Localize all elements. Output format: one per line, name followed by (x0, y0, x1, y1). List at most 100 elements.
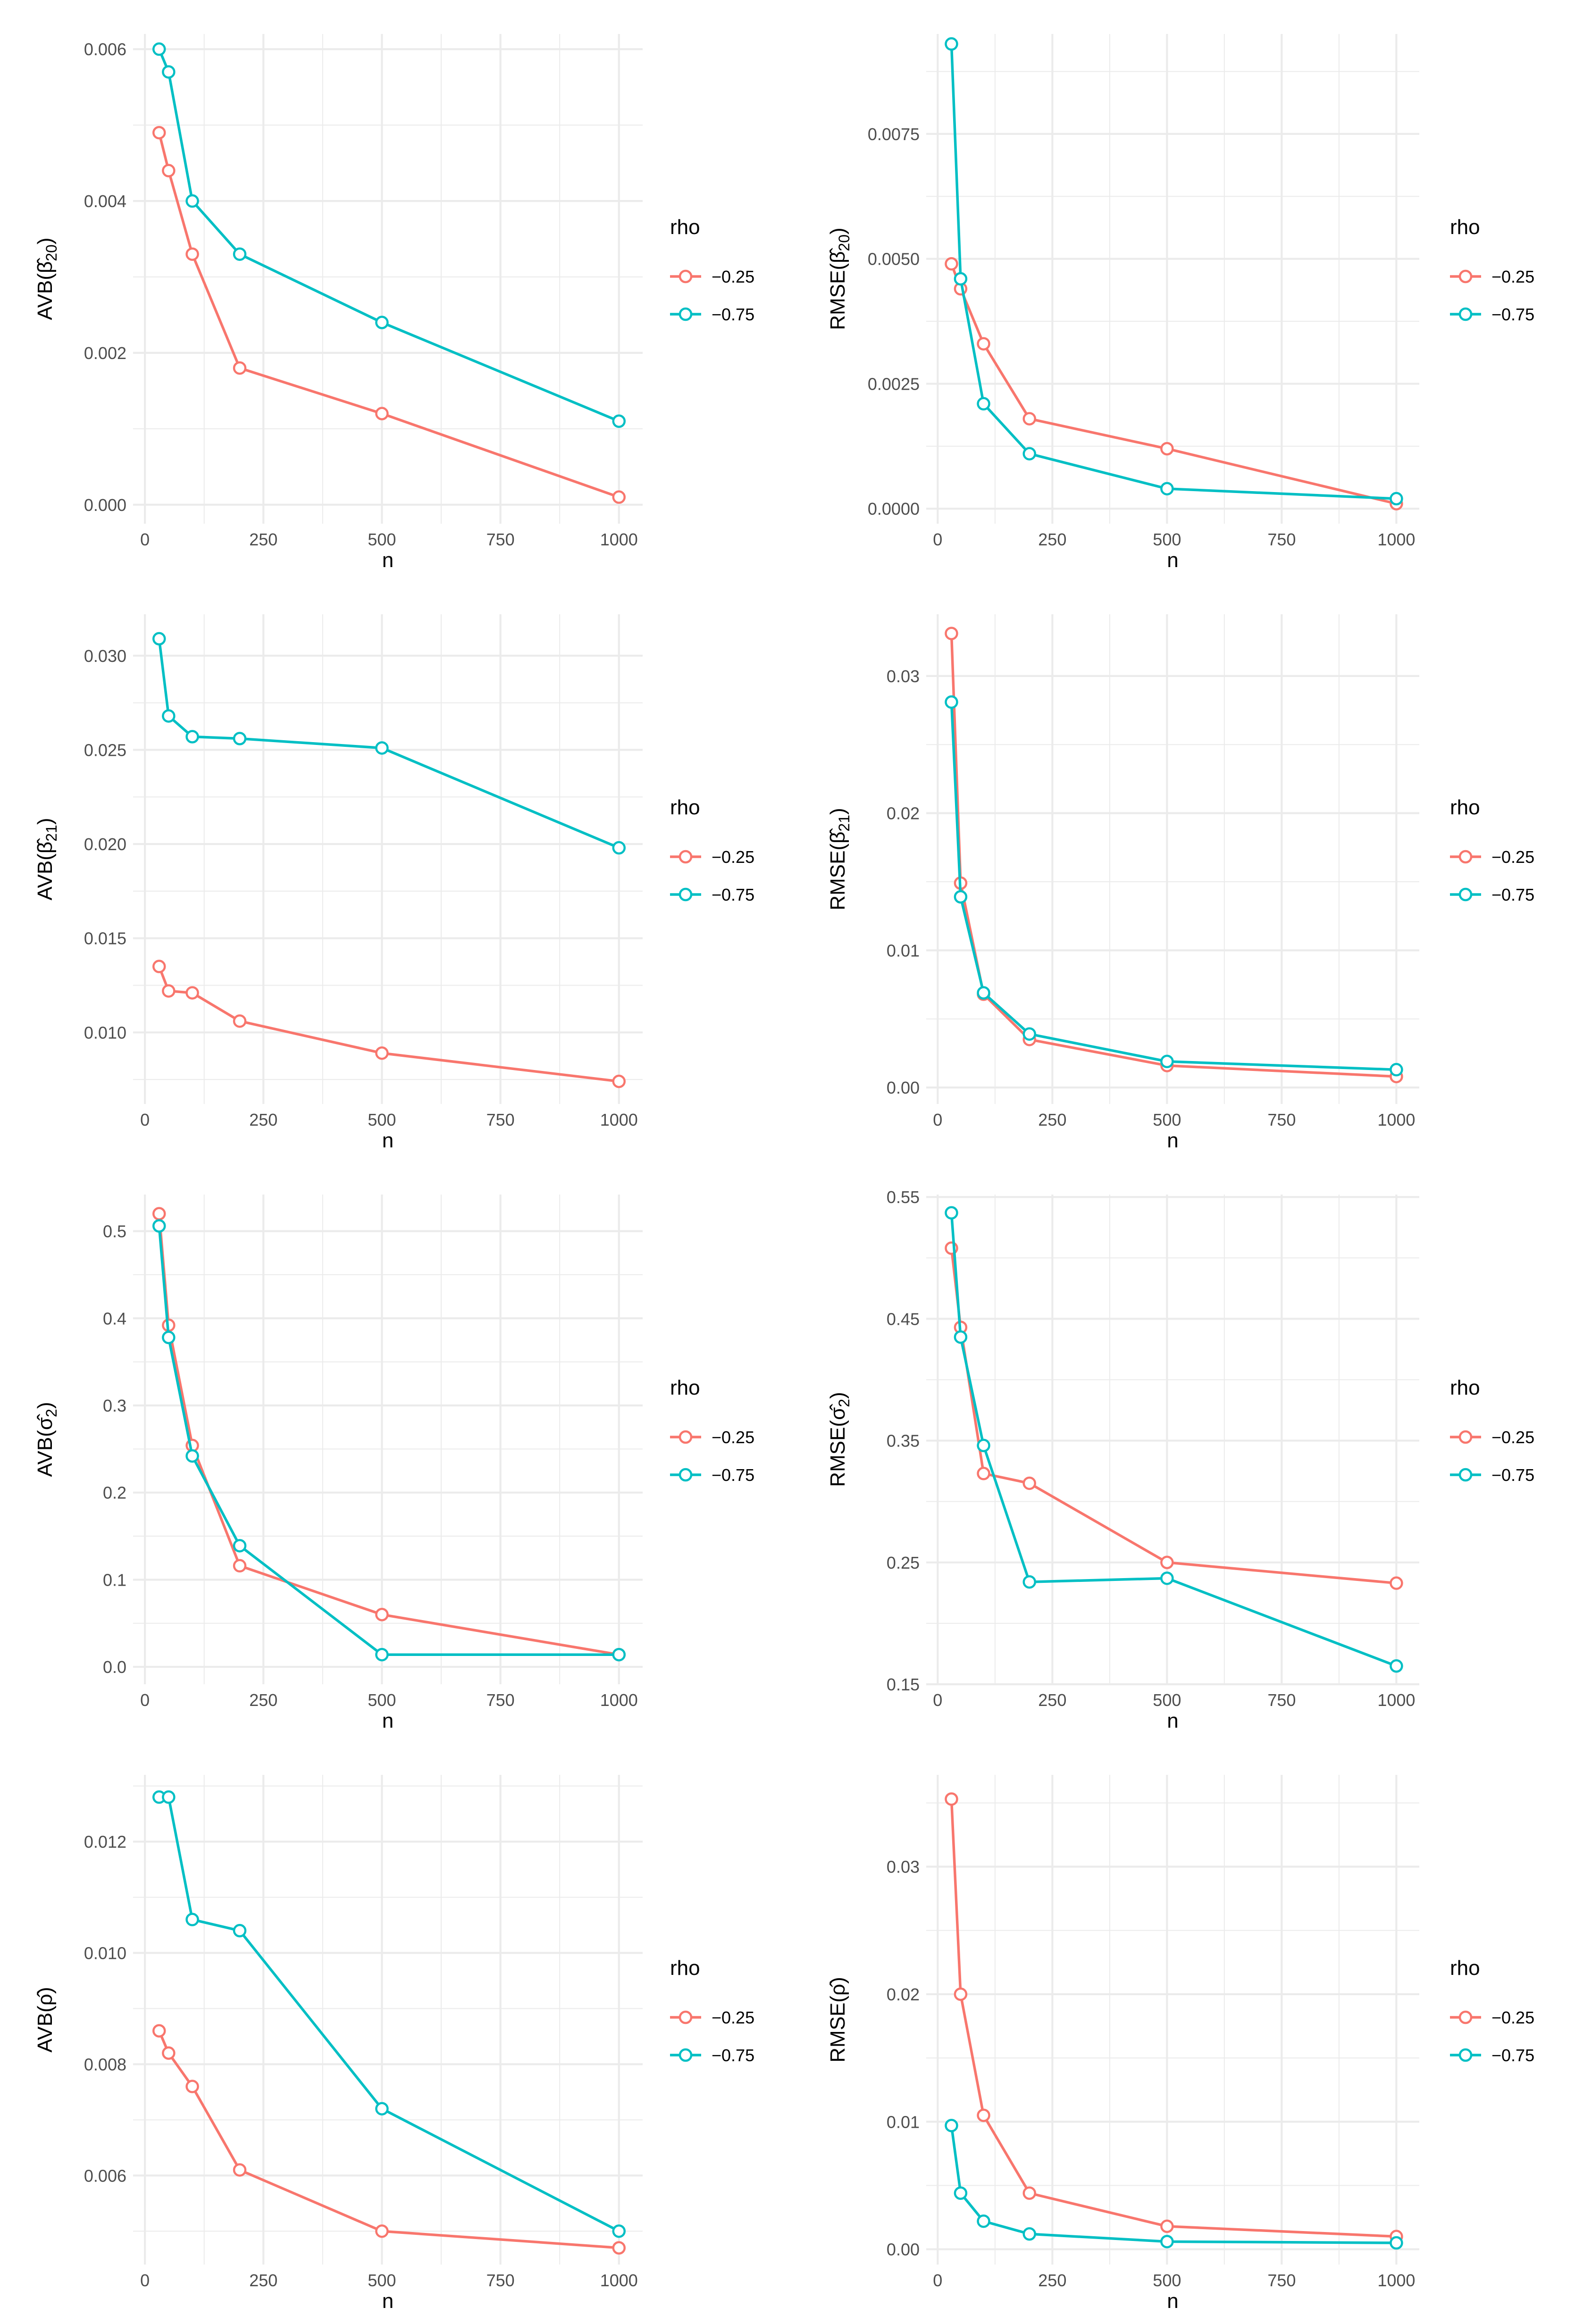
data-point (233, 1539, 247, 1553)
data-point (1390, 492, 1403, 506)
gridlines (133, 614, 643, 1104)
data-point (152, 125, 166, 140)
series-line (158, 966, 620, 1083)
x-axis-title: n (382, 2290, 394, 2313)
data-point (152, 1207, 166, 1221)
x-tick-label: 250 (249, 530, 277, 549)
y-tick-label: 0.2 (103, 1483, 126, 1503)
data-point (954, 890, 968, 904)
y-tick-label: 0.0050 (868, 250, 920, 269)
legend-title: rho (670, 216, 700, 239)
data-point (162, 1330, 176, 1345)
data-point (233, 247, 247, 261)
x-axis-title: n (1167, 1129, 1178, 1152)
data-point (162, 709, 176, 723)
chart-rmse-beta21: 0 250 500 750 1000 0.00 0.01 0.02 0.03 n RMSE(β̂21… (826, 614, 1534, 1152)
chart-rmse-sigma2: 0 250 500 750 1000 0.15 0.25 0.35 0.45 0.55 n RMSE(… (826, 1187, 1534, 1732)
legend-key-point (679, 2048, 693, 2062)
data-point (977, 2214, 990, 2228)
x-tick-label: 0 (140, 1690, 150, 1710)
series--0.75 (945, 1206, 1403, 1673)
data-point (1160, 482, 1174, 496)
data-point (612, 2224, 626, 2238)
legend: rho −0.25 −0.75 (1450, 796, 1534, 904)
y-tick-label: 0.4 (103, 1309, 126, 1328)
legend-entry-label: −0.25 (1491, 847, 1534, 867)
y-axis-title: AVB(ρ̂) (34, 1987, 57, 2052)
legend-key-point (1458, 850, 1473, 864)
data-point (152, 1219, 166, 1233)
data-point (977, 986, 990, 1000)
y-tick-label: 0.0075 (868, 125, 920, 144)
legend-entry-label: −0.75 (1491, 1465, 1534, 1485)
x-axis-title: n (1167, 1709, 1178, 1732)
legend-title: rho (1450, 1956, 1480, 1980)
data-point (977, 1467, 990, 1480)
data-point (612, 1647, 626, 1662)
data-point (375, 1607, 389, 1622)
chart-rmse-rho: 0 250 500 750 1000 0.00 0.01 0.02 0.03 n RMSE(ρ̂) r… (826, 1775, 1534, 2313)
legend-key-point (1458, 269, 1473, 284)
data-point (945, 37, 958, 51)
data-point (375, 1046, 389, 1060)
x-tick-label: 500 (1153, 1110, 1181, 1129)
series-line (950, 1799, 1397, 2238)
data-point (977, 1438, 990, 1453)
legend-key-point (679, 307, 693, 321)
data-point (185, 1449, 199, 1463)
data-point (233, 2163, 247, 2177)
data-point (1390, 2236, 1403, 2250)
data-point (1160, 1555, 1174, 1570)
legend-key-point (679, 1468, 693, 1482)
x-tick-label: 0 (140, 2271, 150, 2290)
legend-key-point (679, 850, 693, 864)
data-point (945, 2119, 958, 2132)
x-tick-label: 750 (1267, 1690, 1296, 1710)
y-tick-label: 0.000 (84, 495, 126, 515)
data-point (162, 2046, 176, 2060)
data-point (162, 984, 176, 998)
data-point (1022, 1575, 1036, 1589)
x-tick-label: 250 (249, 2271, 277, 2290)
gridlines (133, 1775, 643, 2265)
y-axis-title: AVB(β̂21) (34, 818, 60, 901)
x-tick-label: 1000 (600, 1110, 638, 1129)
y-tick-label: 0.45 (887, 1309, 920, 1329)
legend-key-point (1458, 1468, 1473, 1482)
legend: rho −0.25 −0.75 (670, 1376, 754, 1485)
data-point (1022, 447, 1036, 460)
data-point (375, 741, 389, 755)
legend-entry-label: −0.75 (712, 305, 754, 324)
data-point (954, 1987, 968, 2001)
y-tick-label: 0.02 (887, 804, 920, 823)
x-tick-label: 0 (933, 2271, 942, 2290)
x-tick-label: 500 (368, 530, 396, 549)
x-tick-label: 250 (249, 1690, 277, 1710)
legend-key-point (679, 887, 693, 902)
data-point (152, 2024, 166, 2038)
x-tick-label: 0 (140, 530, 150, 549)
data-point (945, 627, 958, 640)
y-tick-label: 0.15 (887, 1675, 920, 1694)
legend-key-point (1458, 2010, 1473, 2024)
y-axis-title: RMSE(β̂20) (826, 227, 853, 330)
data-point (1022, 2186, 1036, 2200)
y-tick-label: 0.55 (887, 1187, 920, 1207)
y-tick-label: 0.010 (84, 1943, 126, 1963)
legend-entry-label: −0.25 (712, 1428, 754, 1447)
series--0.75 (945, 695, 1403, 1077)
y-tick-label: 0.004 (84, 192, 126, 211)
x-tick-label: 0 (933, 1110, 942, 1129)
series--0.25 (152, 1207, 626, 1662)
data-point (612, 414, 626, 428)
y-tick-label: 0.020 (84, 835, 126, 854)
data-point (375, 2102, 389, 2115)
series--0.25 (152, 125, 626, 504)
y-tick-label: 0.015 (84, 929, 126, 948)
y-tick-label: 0.1 (103, 1570, 126, 1589)
series--0.75 (152, 1790, 626, 2238)
data-point (162, 1790, 176, 1804)
legend-entry-label: −0.75 (1491, 885, 1534, 904)
y-tick-label: 0.3 (103, 1396, 126, 1415)
